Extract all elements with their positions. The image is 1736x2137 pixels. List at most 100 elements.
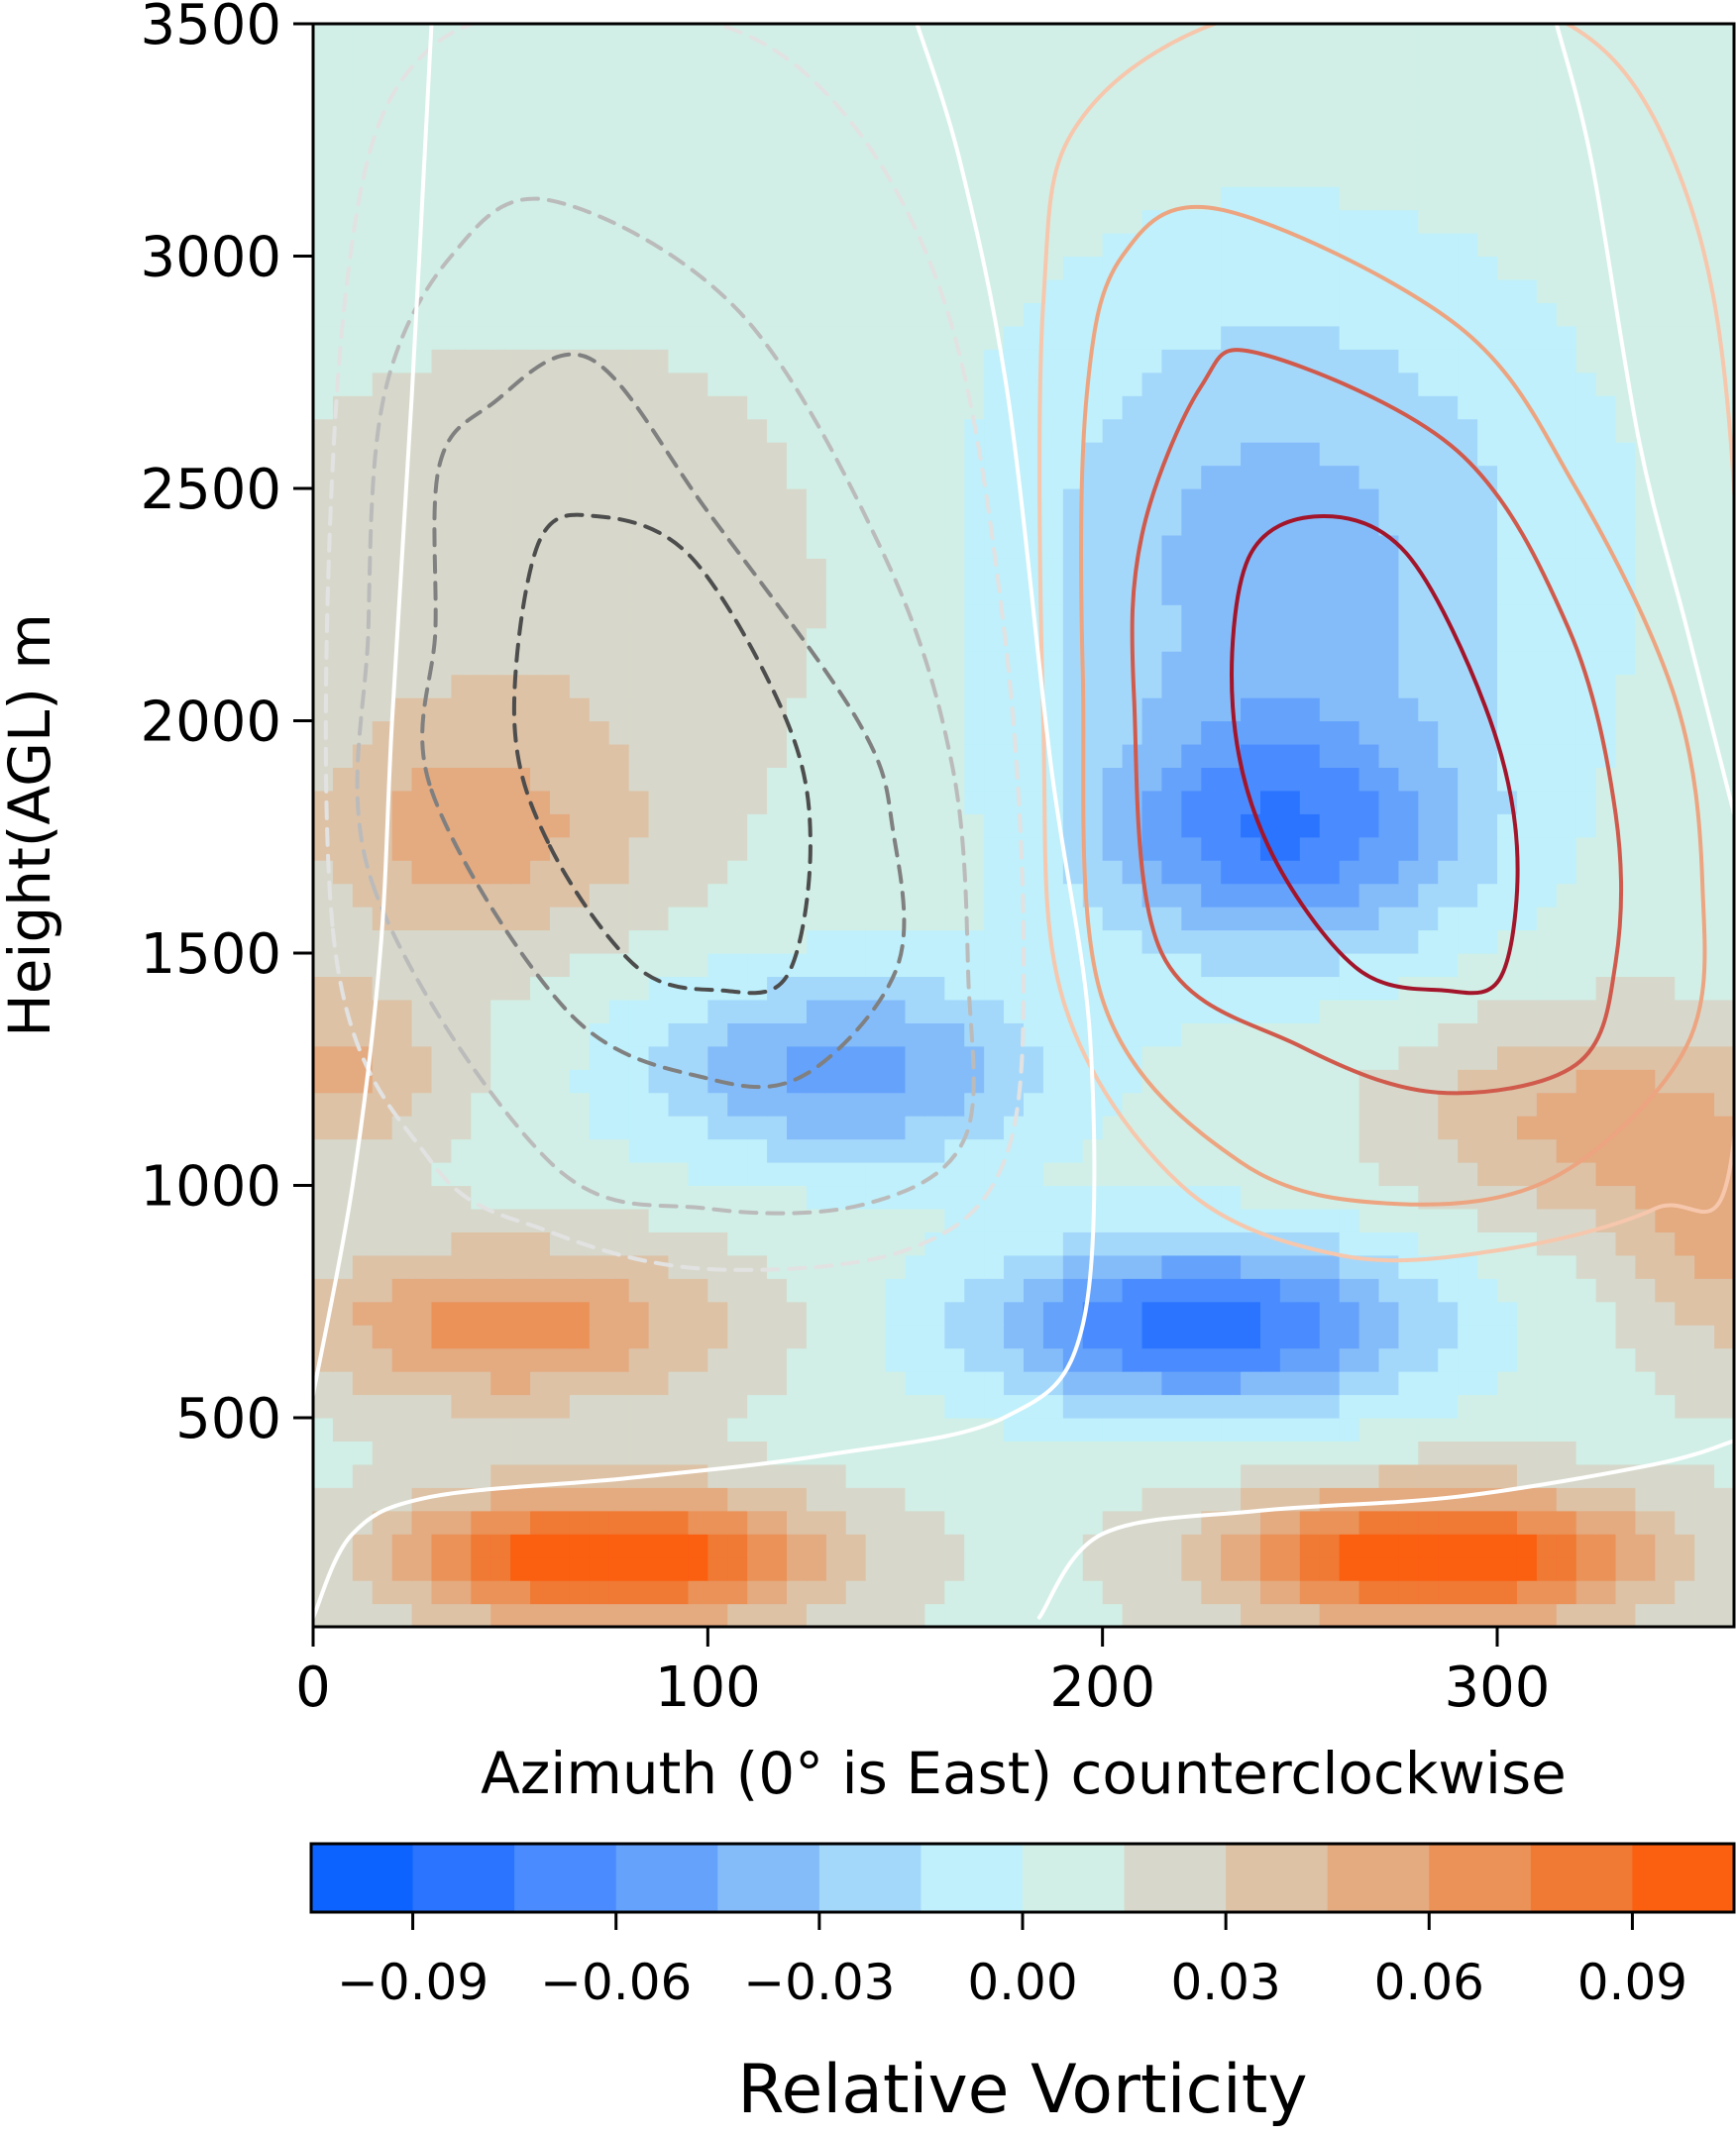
field-cell [845, 767, 867, 792]
field-cell [628, 140, 650, 164]
field-cell [1042, 1325, 1064, 1349]
field-cell [1497, 813, 1518, 838]
field-cell [825, 1092, 847, 1117]
field-cell [1575, 976, 1597, 1001]
field-cell [1398, 418, 1419, 443]
field-cell [608, 558, 630, 583]
field-cell [608, 1441, 630, 1465]
field-cell [550, 743, 571, 768]
field-cell [944, 836, 965, 861]
field-cell [1378, 442, 1400, 467]
field-cell [1458, 558, 1478, 583]
field-cell [451, 790, 472, 814]
field-cell [1299, 302, 1321, 327]
field-cell [1615, 1325, 1637, 1349]
field-cell [1398, 24, 1419, 49]
field-cell [825, 1045, 847, 1070]
field-cell [885, 1301, 907, 1326]
field-cell [1398, 883, 1419, 908]
field-cell [1556, 697, 1577, 722]
field-cell [569, 1510, 591, 1535]
field-cell [1655, 209, 1676, 234]
field-cell [471, 302, 491, 327]
field-cell [648, 651, 670, 676]
field-cell [1181, 1208, 1202, 1232]
field-cell [628, 1417, 650, 1442]
field-cell [1575, 743, 1597, 768]
field-cell [964, 1022, 985, 1047]
field-cell [1260, 1185, 1281, 1210]
field-cell [747, 93, 768, 118]
field-cell [1299, 813, 1321, 838]
field-cell [1536, 1394, 1558, 1419]
field-cell [1458, 442, 1478, 467]
field-cell [1004, 627, 1025, 652]
field-cell [1694, 1417, 1715, 1442]
field-cell [1141, 697, 1163, 722]
field-cell [787, 558, 808, 583]
field-cell [332, 860, 354, 885]
field-cell [1141, 651, 1163, 676]
field-cell [707, 1603, 728, 1627]
field-cell [707, 1487, 728, 1512]
field-cell [608, 1347, 630, 1372]
field-cell [1675, 1510, 1695, 1535]
field-cell [1358, 395, 1380, 420]
field-cell [550, 674, 571, 698]
field-cell [1319, 743, 1341, 768]
field-cell [924, 581, 945, 605]
field-cell [885, 674, 907, 698]
field-cell [964, 767, 985, 792]
field-cell [1102, 1116, 1124, 1140]
field-cell [944, 720, 965, 745]
field-cell [391, 186, 413, 211]
field-cell [1161, 233, 1182, 258]
field-cell [1458, 1556, 1478, 1581]
field-cell [1516, 743, 1538, 768]
field-cell [451, 418, 472, 443]
field-cell [787, 278, 808, 303]
field-cell [1201, 140, 1222, 164]
field-cell [944, 1162, 965, 1187]
field-cell [1024, 162, 1044, 187]
field-cell [1062, 233, 1084, 258]
field-cell [471, 651, 491, 676]
field-cell [411, 907, 433, 931]
field-cell [707, 233, 728, 258]
field-cell [1438, 186, 1459, 211]
field-cell [1536, 487, 1558, 513]
field-cell [648, 674, 670, 698]
field-cell [451, 883, 472, 908]
field-cell [1082, 1347, 1104, 1372]
field-cell [747, 907, 768, 931]
field-cell [451, 1534, 472, 1558]
field-cell [707, 813, 728, 838]
field-cell [1675, 1069, 1695, 1094]
field-cell [313, 999, 334, 1023]
field-cell [905, 790, 926, 814]
field-cell [1398, 1441, 1419, 1465]
field-cell [767, 1441, 788, 1465]
field-cell [747, 209, 768, 234]
field-cell [569, 1441, 591, 1465]
field-cell [431, 69, 453, 94]
field-cell [787, 743, 808, 768]
field-cell [767, 1116, 788, 1140]
field-cell [747, 929, 768, 954]
field-cell [589, 1138, 610, 1163]
field-cell [530, 883, 551, 908]
field-cell [608, 116, 630, 141]
field-cell [451, 1417, 472, 1442]
field-cell [1241, 1580, 1261, 1605]
field-cell [431, 1208, 453, 1232]
field-cell [490, 372, 511, 396]
field-cell [628, 720, 650, 745]
field-cell [589, 651, 610, 676]
field-cell [1122, 140, 1143, 164]
field-cell [707, 1534, 728, 1558]
field-cell [767, 1463, 788, 1488]
field-cell [865, 278, 887, 303]
field-cell [391, 720, 413, 745]
field-cell [905, 651, 926, 676]
field-cell [1595, 581, 1617, 605]
